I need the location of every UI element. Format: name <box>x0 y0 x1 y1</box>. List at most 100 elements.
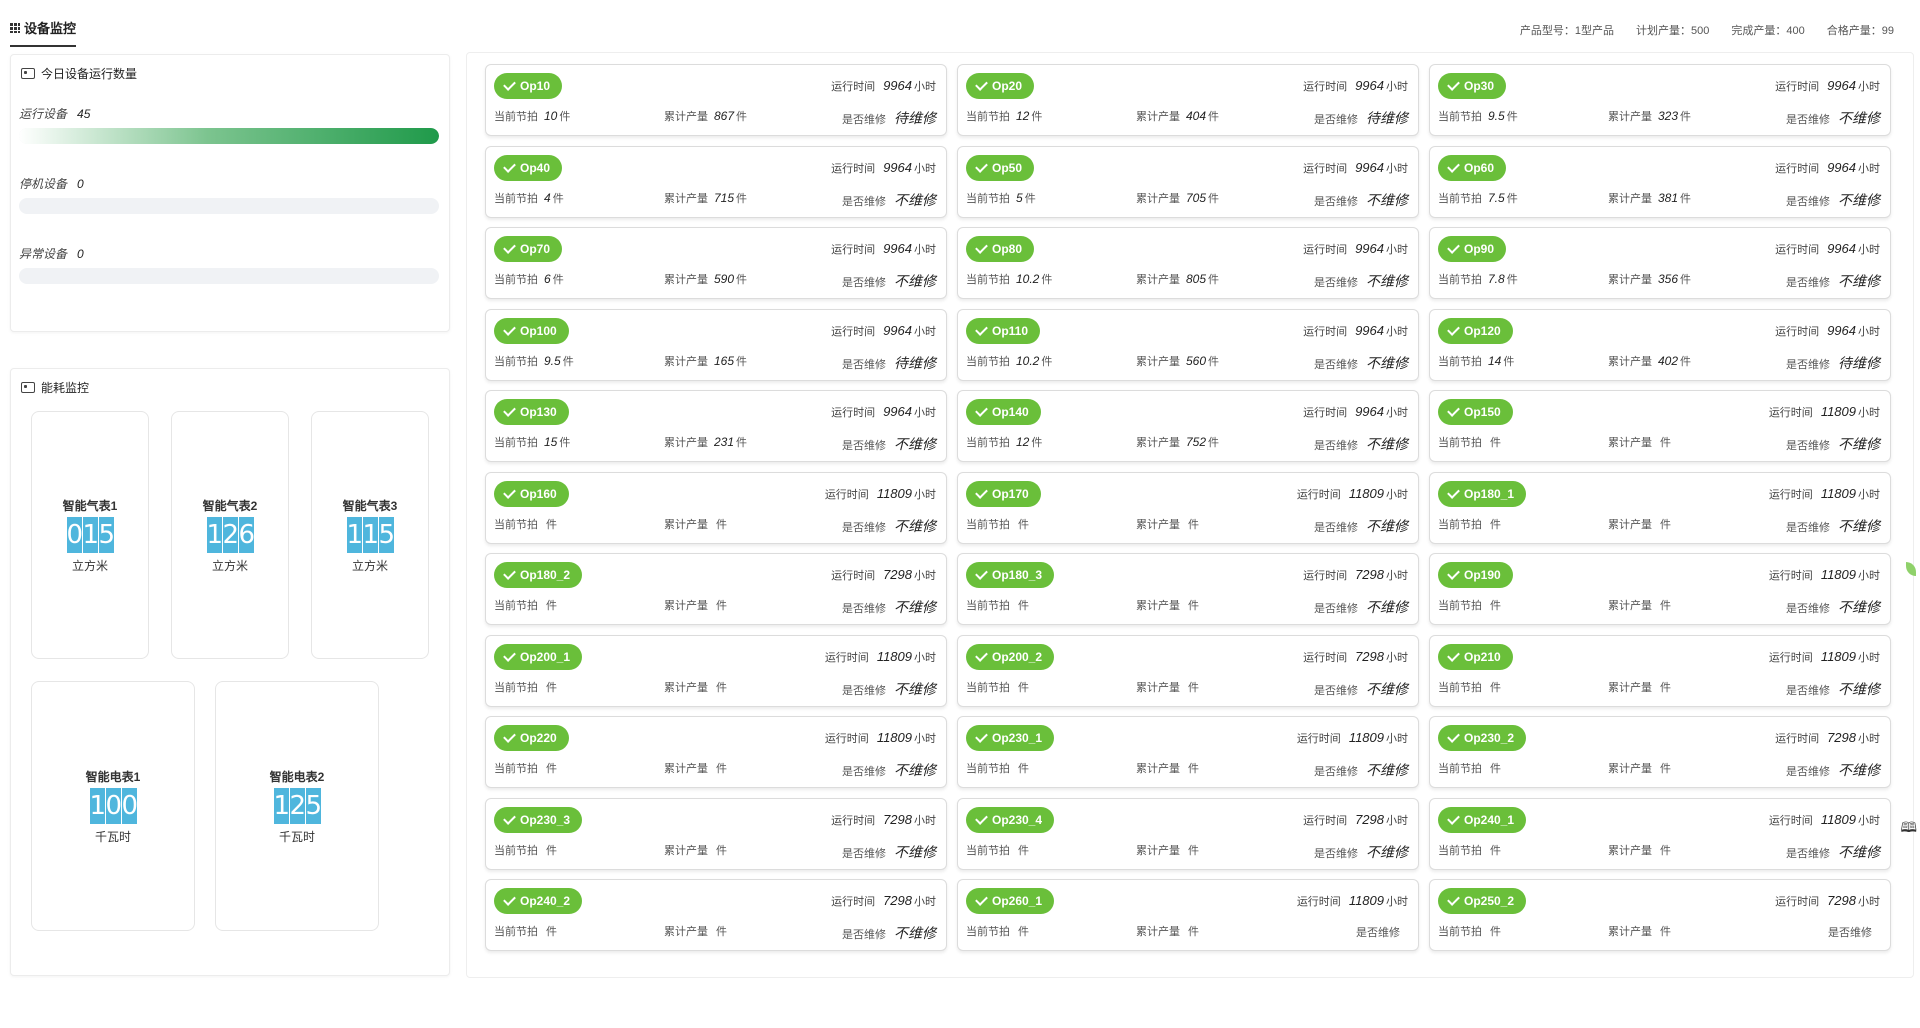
device-status-badge[interactable]: Op180_3 <box>966 562 1055 588</box>
device-card[interactable]: Op220 运行时间 11809 小时 当前节拍件 累计产量件 是否维修 不维修 <box>485 716 947 788</box>
device-card[interactable]: Op160 运行时间 11809 小时 当前节拍件 累计产量件 是否维修 不维修 <box>485 471 947 544</box>
device-card[interactable]: Op230_3 运行时间 7298 小时 当前节拍件 累计产量件 是否维修 不维修 <box>485 797 947 870</box>
device-status-badge[interactable]: Op120 <box>1438 317 1513 344</box>
device-card[interactable]: Op30 运行时间 9964 小时 当前节拍 9.5 件 累计产量 323 件 是否维修 不维修 <box>1429 64 1891 136</box>
runtime: 运行时间 9964 小时 <box>831 159 936 175</box>
device-card[interactable]: Op180_3 运行时间 7298 小时 当前节拍件 累计产量件 是否维修 不维修 <box>957 553 1419 625</box>
check-icon <box>975 159 988 173</box>
device-card[interactable]: Op140 运行时间 9964 小时 当前节拍 12 件 累计产量 752 件 是否维修 不维修 <box>957 390 1419 462</box>
device-status-badge[interactable]: Op150 <box>1438 399 1513 425</box>
device-status-badge[interactable]: Op230_4 <box>966 806 1055 833</box>
runtime: 运行时间 11809 小时 <box>1296 485 1408 501</box>
device-card[interactable]: Op170 运行时间 11809 小时 当前节拍件 累计产量件 是否维修 不维修 <box>957 471 1419 544</box>
device-card[interactable]: Op20 运行时间 9964 小时 当前节拍 12 件 累计产量 404 件 是否维修 待维修 <box>957 64 1419 136</box>
device-card[interactable]: Op260_1 运行时间 11809 小时 当前节拍件 累计产量件 是否维修 <box>957 879 1419 951</box>
running-devices-row: 运行设备 45 <box>19 105 439 144</box>
device-status-badge[interactable]: Op30 <box>1438 73 1507 99</box>
device-status-badge[interactable]: Op40 <box>494 154 563 181</box>
device-card[interactable]: Op90 运行时间 9964 小时 当前节拍 7.8 件 累计产量 356 件 是否维修 不维修 <box>1429 227 1891 299</box>
total-output: 累计产量件 <box>664 600 727 612</box>
device-card[interactable]: Op150 运行时间 11809 小时 当前节拍件 累计产量件 是否维修 不维修 <box>1429 390 1891 462</box>
runtime-value: 9964 <box>1355 322 1384 338</box>
device-card[interactable]: Op230_4 运行时间 7298 小时 当前节拍件 累计产量件 是否维修 不维修 <box>957 797 1419 870</box>
device-card[interactable]: Op120 运行时间 9964 小时 当前节拍 14 件 累计产量 402 件 是否维修 待维修 <box>1429 308 1891 381</box>
repair-status-value: 不维修 <box>1838 762 1880 778</box>
runtime: 运行时间 11809 小时 <box>824 730 936 745</box>
device-status-badge[interactable]: Op160 <box>494 480 569 507</box>
device-card[interactable]: Op180_2 运行时间 7298 小时 当前节拍件 累计产量件 是否维修 不维修 <box>485 553 947 625</box>
device-status-badge[interactable]: Op90 <box>1438 236 1507 262</box>
device-status-badge[interactable]: Op230_1 <box>966 725 1055 751</box>
device-status-badge[interactable]: Op70 <box>494 236 563 262</box>
device-card[interactable]: Op80 运行时间 9964 小时 当前节拍 10.2 件 累计产量 805 件 是否维修 不维修 <box>957 227 1419 299</box>
device-status-badge[interactable]: Op210 <box>1438 643 1513 670</box>
total-output: 累计产量件 <box>1608 844 1671 857</box>
device-card[interactable]: Op180_1 运行时间 11809 小时 当前节拍件 累计产量件 是否维修 不维修 <box>1429 471 1891 544</box>
device-card[interactable]: Op210 运行时间 11809 小时 当前节拍件 累计产量件 是否维修 不维修 <box>1429 634 1891 707</box>
total-output: 累计产量件 <box>1136 763 1199 775</box>
device-status-badge[interactable]: Op170 <box>966 480 1041 507</box>
runtime: 运行时间 11809 小时 <box>1768 811 1880 827</box>
device-status-badge[interactable]: Op200_2 <box>966 643 1055 670</box>
device-card[interactable]: Op230_2 运行时间 7298 小时 当前节拍件 累计产量件 是否维修 不维修 <box>1429 716 1891 788</box>
repair-status-value: 不维修 <box>1838 273 1880 289</box>
device-status-badge[interactable]: Op240_2 <box>494 888 583 914</box>
device-status-badge[interactable]: Op20 <box>966 73 1035 99</box>
current-beat: 当前节拍 9.5 件 <box>1438 109 1518 123</box>
device-card[interactable]: Op200_2 运行时间 7298 小时 当前节拍件 累计产量件 是否维修 不维修 <box>957 634 1419 707</box>
device-status-badge[interactable]: Op230_3 <box>494 806 583 833</box>
leaf-icon[interactable] <box>1906 562 1916 576</box>
device-status-badge[interactable]: Op220 <box>494 725 569 751</box>
repair-status-value: 不维修 <box>1838 436 1880 452</box>
meter-digit: 2 <box>289 787 305 824</box>
device-status-badge[interactable]: Op10 <box>494 73 563 99</box>
device-status-badge[interactable]: Op80 <box>966 236 1035 262</box>
repair-status: 是否维修 不维修 <box>842 925 936 941</box>
repair-status: 是否维修 不维修 <box>842 191 936 208</box>
device-name: Op240_2 <box>520 894 571 908</box>
device-status-badge[interactable]: Op250_2 <box>1438 888 1527 914</box>
runtime-value: 9964 <box>883 322 912 338</box>
device-status-badge[interactable]: Op180_2 <box>494 562 583 588</box>
device-status-badge[interactable]: Op60 <box>1438 154 1507 181</box>
device-card[interactable]: Op70 运行时间 9964 小时 当前节拍 6 件 累计产量 590 件 是否维修 不维修 <box>485 227 947 299</box>
current-beat-value: 12 <box>1016 435 1030 449</box>
device-status-badge[interactable]: Op200_1 <box>494 643 583 670</box>
device-status-badge[interactable]: Op230_2 <box>1438 725 1527 751</box>
device-card[interactable]: Op130 运行时间 9964 小时 当前节拍 15 件 累计产量 231 件 是否维修 不维修 <box>485 390 947 462</box>
device-card[interactable]: Op190 运行时间 11809 小时 当前节拍件 累计产量件 是否维修 不维修 <box>1429 553 1891 625</box>
check-icon <box>975 78 988 91</box>
device-status-badge[interactable]: Op240_1 <box>1438 806 1527 833</box>
device-card[interactable]: Op10 运行时间 9964 小时 当前节拍 10 件 累计产量 867 件 是否维修 待维修 <box>485 64 947 136</box>
device-status-badge[interactable]: Op140 <box>966 399 1041 425</box>
device-status-badge[interactable]: Op110 <box>966 317 1041 344</box>
check-icon <box>975 648 988 662</box>
current-beat: 当前节拍件 <box>494 600 557 612</box>
device-status-badge[interactable]: Op260_1 <box>966 888 1055 914</box>
meter-digit: 1 <box>273 787 289 824</box>
repair-status: 是否维修 待维修 <box>1314 110 1408 126</box>
device-card[interactable]: Op250_2 运行时间 7298 小时 当前节拍件 累计产量件 是否维修 <box>1429 879 1891 951</box>
device-card[interactable]: Op100 运行时间 9964 小时 当前节拍 9.5 件 累计产量 165 件 是否维修 待维修 <box>485 308 947 381</box>
runtime-value: 11809 <box>1820 648 1856 664</box>
device-card[interactable]: Op50 运行时间 9964 小时 当前节拍 5 件 累计产量 705 件 是否维修 不维修 <box>957 145 1419 218</box>
device-card[interactable]: Op40 运行时间 9964 小时 当前节拍 4 件 累计产量 715 件 是否维修 不维修 <box>485 145 947 218</box>
device-card[interactable]: Op60 运行时间 9964 小时 当前节拍 7.5 件 累计产量 381 件 是否维修 不维修 <box>1429 145 1891 218</box>
device-status-badge[interactable]: Op130 <box>494 399 569 425</box>
total-output: 累计产量件 <box>1136 518 1199 531</box>
tab-device-monitor[interactable]: 设备监控 <box>10 18 77 47</box>
repair-status: 是否维修 <box>1356 927 1400 939</box>
device-card[interactable]: Op240_1 运行时间 11809 小时 当前节拍件 累计产量件 是否维修 不维修 <box>1429 797 1891 870</box>
device-status-badge[interactable]: Op190 <box>1438 562 1513 588</box>
device-status-badge[interactable]: Op180_1 <box>1438 480 1527 507</box>
current-beat: 当前节拍 10.2 件 <box>966 272 1053 286</box>
repair-status-value: 待维修 <box>894 110 936 126</box>
device-card[interactable]: Op200_1 运行时间 11809 小时 当前节拍件 累计产量件 是否维修 不维修 <box>485 634 947 707</box>
device-card[interactable]: Op230_1 运行时间 11809 小时 当前节拍件 累计产量件 是否维修 不维修 <box>957 716 1419 788</box>
device-status-badge[interactable]: Op100 <box>494 317 569 344</box>
device-card[interactable]: Op240_2 运行时间 7298 小时 当前节拍件 累计产量件 是否维修 不维修 <box>485 879 947 951</box>
device-status-badge[interactable]: Op50 <box>966 154 1035 181</box>
runtime-value: 7298 <box>1355 567 1384 582</box>
device-card[interactable]: Op110 运行时间 9964 小时 当前节拍 10.2 件 累计产量 560 件 是否维修 不维修 <box>957 308 1419 381</box>
book-icon[interactable]: 🕮 <box>1900 819 1917 835</box>
